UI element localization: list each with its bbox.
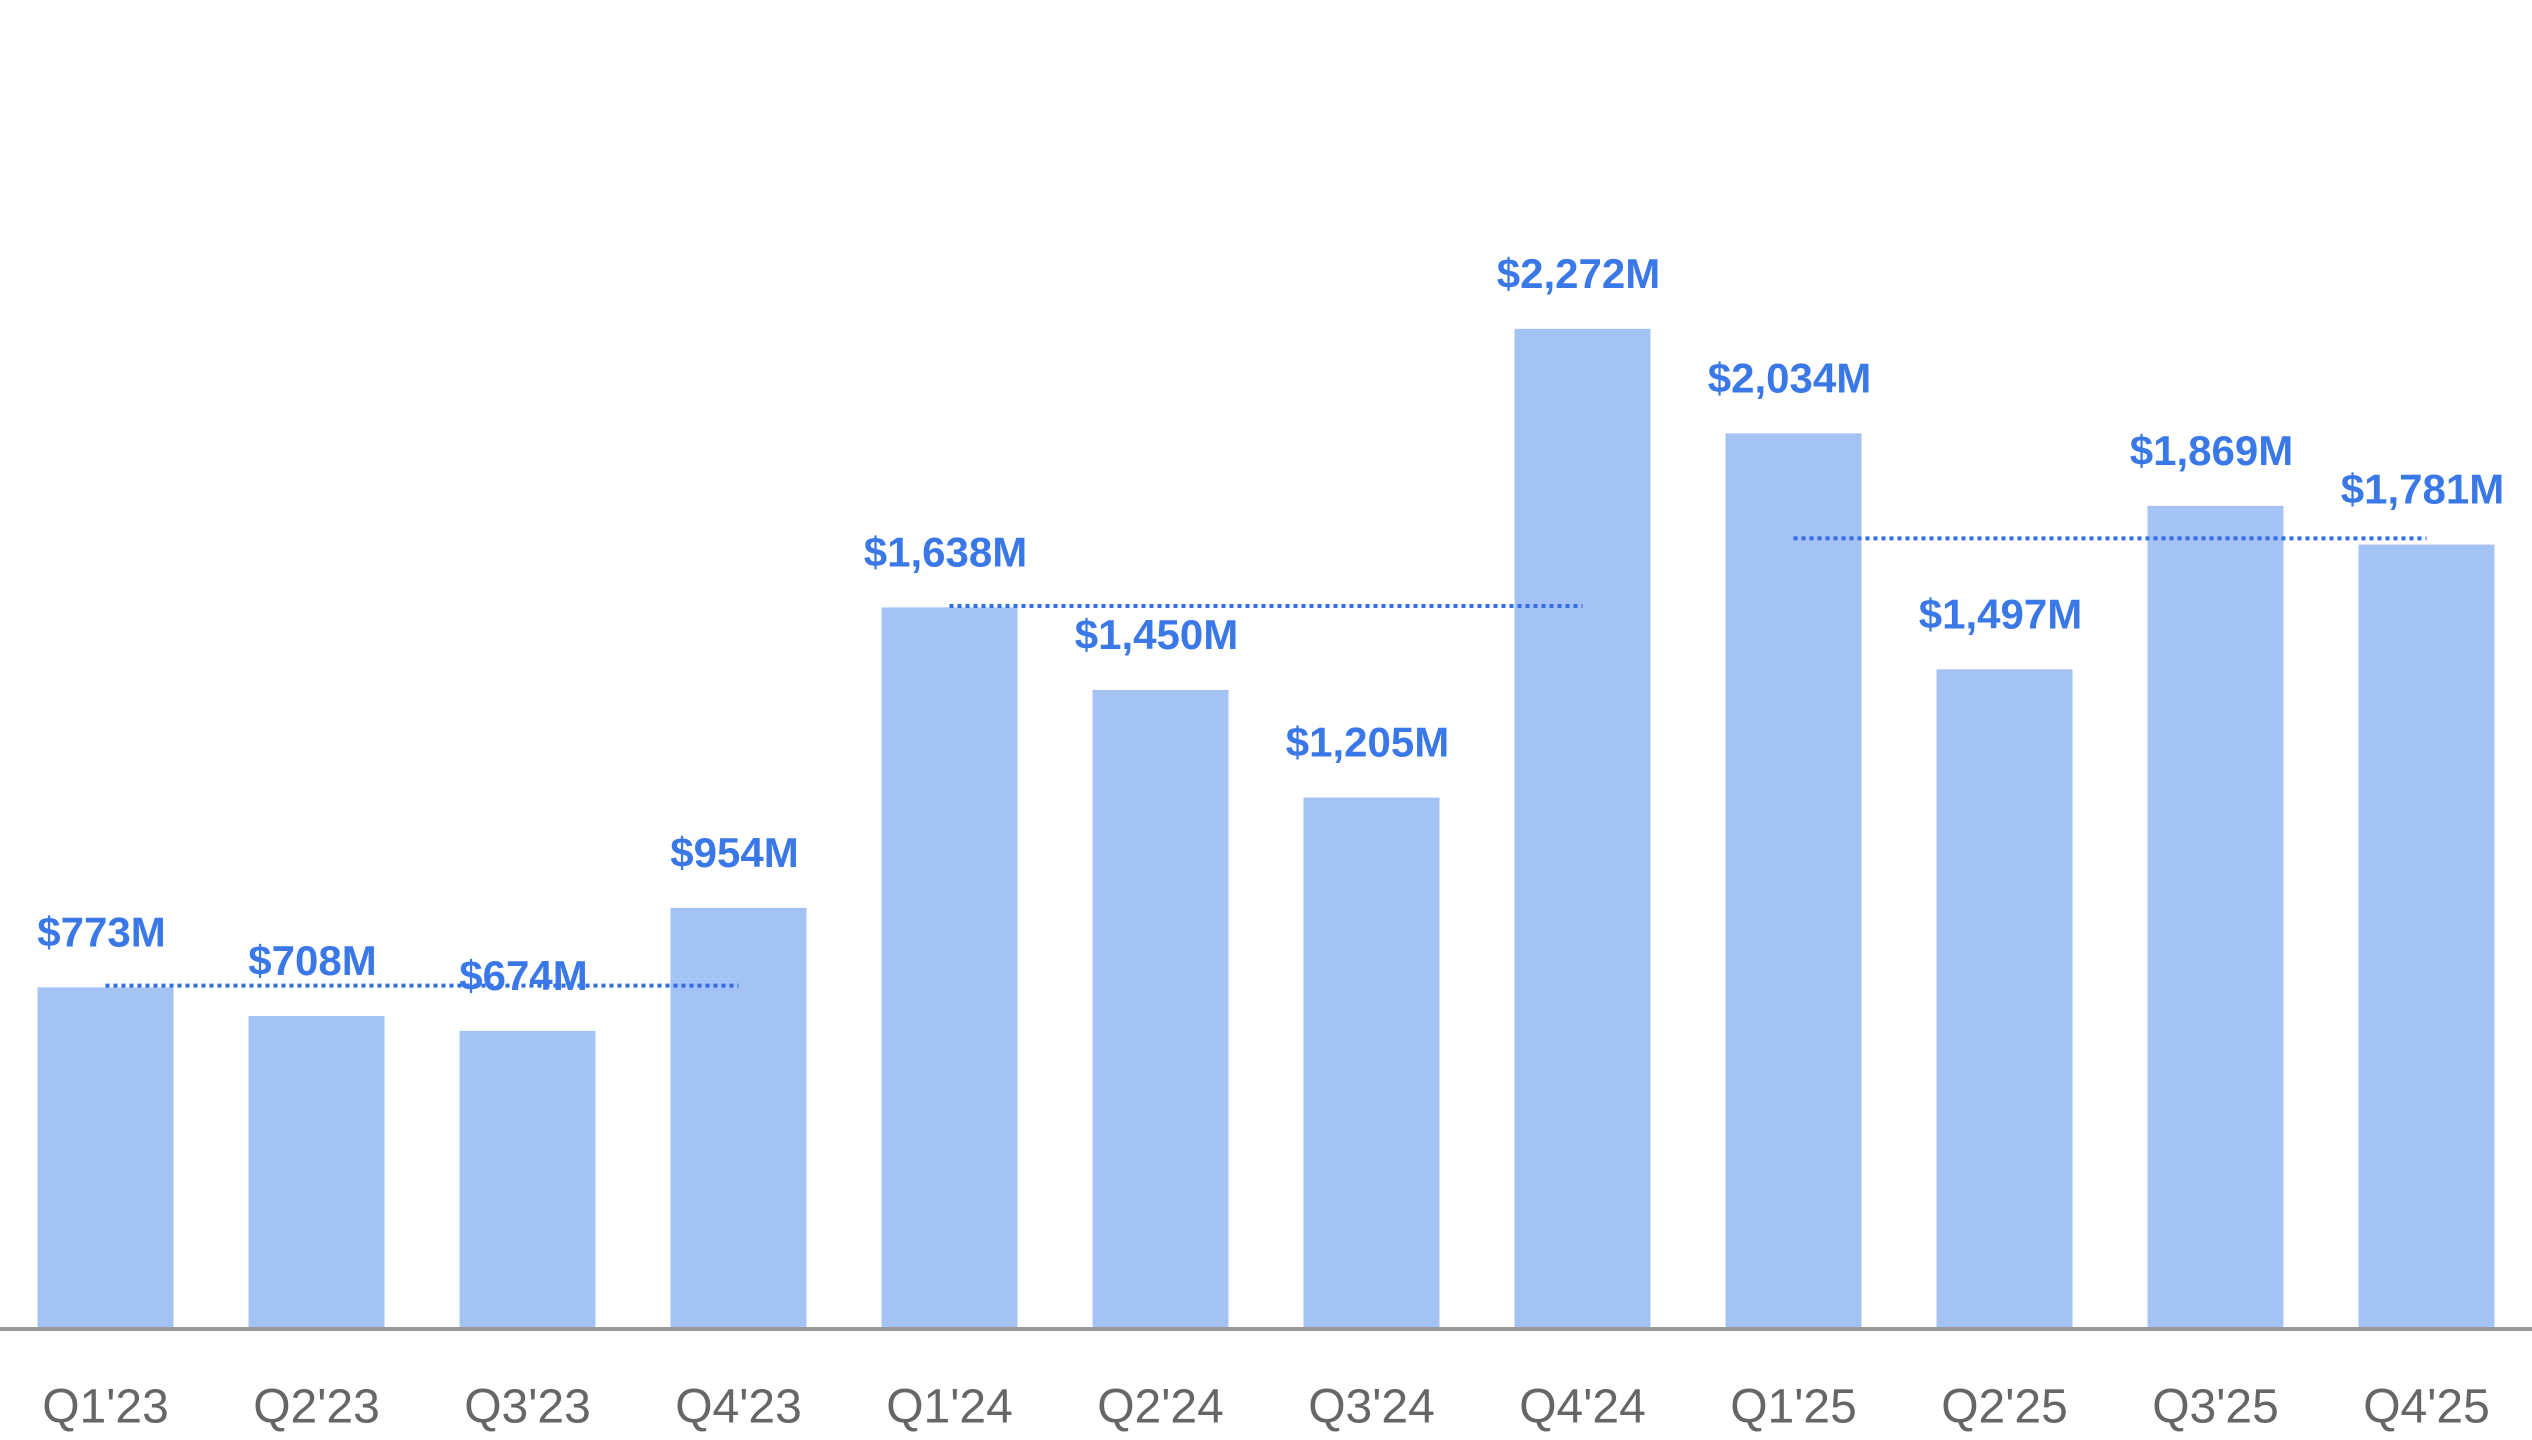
value-label: $2,272M (1497, 250, 1660, 297)
value-label: $1,781M (2341, 466, 2504, 513)
value-label: $1,205M (1286, 719, 1449, 766)
value-label: $1,638M (864, 528, 1027, 575)
value-label: $1,869M (2130, 427, 2293, 474)
bar (1092, 689, 1229, 1327)
x-tick-label: Q1'25 (1730, 1381, 1857, 1434)
bar (37, 987, 174, 1327)
x-tick-label: Q4'24 (1519, 1381, 1646, 1434)
bar (1725, 433, 1862, 1327)
bar (1303, 797, 1440, 1327)
bar (881, 607, 1018, 1327)
bar (1936, 669, 2073, 1327)
bar (1514, 328, 1651, 1327)
x-tick-label: Q3'23 (464, 1381, 591, 1434)
value-label: $1,450M (1075, 611, 1238, 658)
value-label: $773M (37, 908, 165, 955)
x-tick-label: Q4'23 (675, 1381, 802, 1434)
x-tick-label: Q2'23 (253, 1381, 380, 1434)
x-tick-label: Q2'24 (1097, 1381, 1224, 1434)
bar (248, 1015, 385, 1327)
x-tick-label: Q3'24 (1308, 1381, 1435, 1434)
value-label: $1,497M (1919, 590, 2082, 637)
bar (2147, 505, 2284, 1327)
value-label: $954M (670, 829, 798, 876)
x-tick-label: Q3'25 (2152, 1381, 2279, 1434)
value-label: $708M (248, 937, 376, 984)
value-label: $674M (459, 952, 587, 999)
x-tick-label: Q1'24 (886, 1381, 1013, 1434)
x-tick-label: Q1'23 (42, 1381, 169, 1434)
value-label: $2,034M (1708, 354, 1871, 401)
bar (670, 907, 807, 1327)
bar (459, 1030, 596, 1327)
x-tick-label: Q4'25 (2363, 1381, 2490, 1434)
bar (2358, 544, 2495, 1327)
x-tick-label: Q2'25 (1941, 1381, 2068, 1434)
